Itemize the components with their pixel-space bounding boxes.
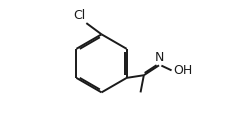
Text: Cl: Cl	[73, 9, 85, 22]
Text: N: N	[155, 51, 164, 64]
Text: OH: OH	[173, 64, 192, 77]
